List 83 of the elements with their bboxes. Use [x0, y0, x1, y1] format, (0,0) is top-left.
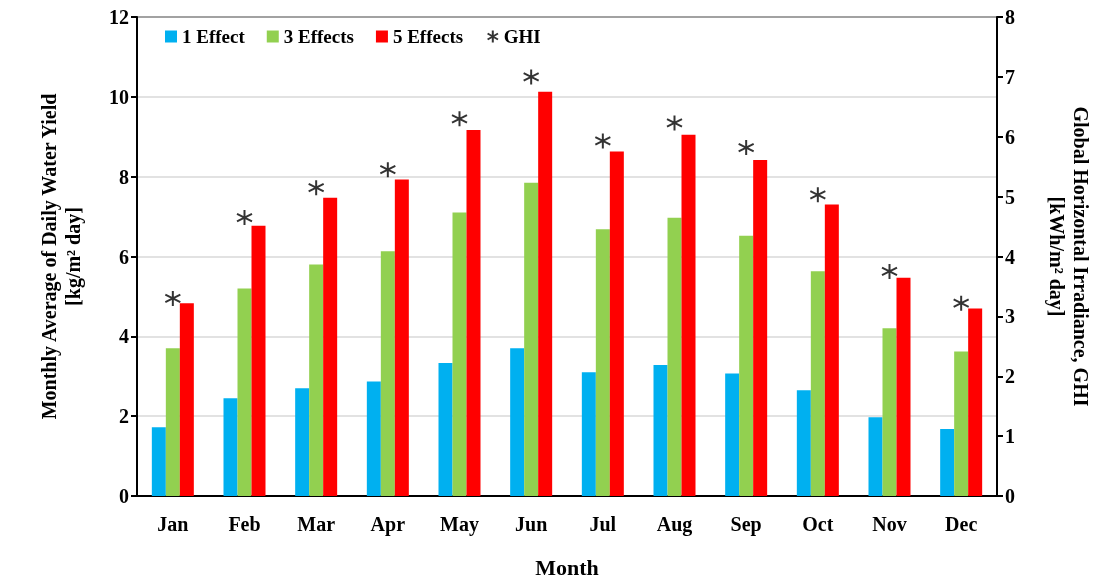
bar [295, 388, 310, 496]
bar [223, 398, 238, 496]
bar [309, 264, 324, 496]
point [809, 186, 827, 204]
y-tick-label: 8 [119, 165, 129, 188]
point [451, 110, 468, 128]
point [379, 161, 397, 179]
bar [739, 235, 754, 496]
legend-label: 5 Effects [392, 26, 464, 47]
y-tick-label: 6 [119, 245, 129, 268]
legend-label: 1 Effect [182, 26, 246, 47]
point [522, 68, 540, 86]
bar [466, 129, 481, 496]
y-tick-label: 2 [119, 405, 129, 428]
x-tick-label: Oct [802, 513, 834, 535]
bar [323, 197, 338, 496]
point [307, 179, 325, 197]
bar [251, 225, 266, 496]
bar [151, 427, 166, 496]
y-tick-label: 12 [109, 6, 129, 28]
bar [796, 390, 811, 496]
bar [438, 363, 453, 496]
bar [868, 417, 883, 496]
x-tick-label: May [440, 513, 479, 536]
y2-tick-label: 1 [1005, 425, 1015, 448]
bar [968, 308, 983, 496]
y-axis-title: Monthly Average of Daily Water Yield [kg/m² day] [38, 93, 85, 420]
point [594, 132, 612, 150]
point [737, 139, 755, 157]
x-axis-title: Month [535, 554, 599, 580]
point [164, 289, 182, 307]
bar [896, 277, 911, 496]
bar [753, 159, 768, 496]
bar [824, 204, 839, 496]
point [952, 294, 970, 312]
bar [538, 91, 553, 496]
x-tick-label: Mar [297, 513, 336, 535]
y2-tick-label: 5 [1005, 185, 1015, 208]
y-tick-label: 0 [119, 485, 129, 507]
x-tick-label: Jul [589, 513, 617, 535]
bar [452, 212, 467, 496]
legend-label: 3 Effects [283, 26, 354, 47]
bar [681, 134, 696, 496]
y2-tick-label: 8 [1005, 6, 1015, 28]
x-tick-label: Nov [872, 513, 907, 535]
bar [882, 328, 897, 496]
y2-tick-label: 7 [1005, 65, 1015, 88]
y-tick-label: 10 [109, 85, 129, 108]
y2-axis-title: Global Horizontal Irradiance, GHI [kWh/m² day] [1045, 106, 1092, 407]
y2-tick-label: 0 [1005, 485, 1015, 507]
y-tick-label: 4 [119, 325, 129, 348]
bar [380, 251, 395, 496]
bar [810, 271, 825, 496]
x-tick-label: Feb [228, 513, 261, 535]
bar [366, 381, 381, 496]
x-tick-label: Apr [370, 513, 406, 536]
legend-label: GHI [503, 26, 541, 47]
bar [510, 348, 525, 496]
x-tick-label: Sep [730, 513, 762, 536]
bar [581, 372, 596, 496]
x-tick-label: Aug [656, 513, 693, 536]
bar [179, 303, 194, 496]
bar [940, 428, 955, 496]
y2-tick-label: 3 [1005, 305, 1015, 328]
point [236, 209, 253, 227]
y2-tick-label: 4 [1005, 245, 1015, 268]
bar [954, 351, 969, 496]
bar [595, 229, 610, 496]
bar [609, 151, 624, 496]
x-tick-label: Dec [945, 513, 978, 535]
y2-tick-label: 6 [1005, 125, 1015, 148]
x-tick-label: Jun [515, 513, 548, 535]
bar [165, 348, 180, 496]
y2-tick-label: 2 [1005, 365, 1015, 388]
bar [667, 217, 682, 496]
point [881, 262, 898, 280]
bar [653, 365, 668, 496]
bar [394, 179, 409, 496]
point [666, 114, 683, 132]
x-tick-label: Jan [157, 513, 189, 535]
bar [725, 373, 740, 496]
bar [524, 182, 539, 496]
bar [237, 288, 252, 496]
